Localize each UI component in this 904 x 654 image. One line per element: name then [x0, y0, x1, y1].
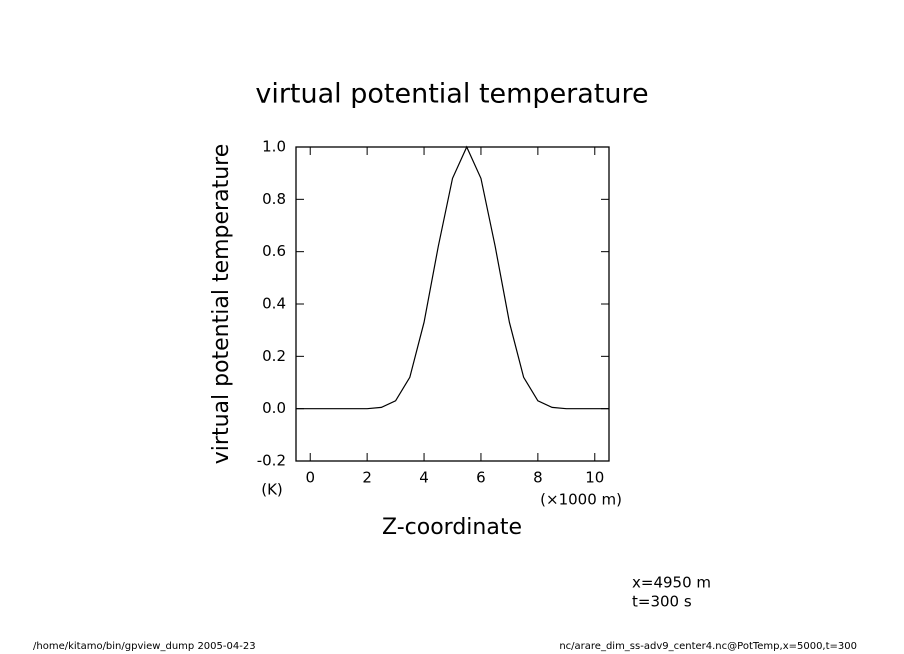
plot-frame: [295, 146, 610, 462]
annotation: t=300 s: [632, 593, 692, 611]
x-tick-label: 4: [419, 469, 429, 487]
footer: nc/arare_dim_ss-adv9_center4.nc@PotTemp,…: [559, 641, 857, 652]
chart-title: virtual potential temperature: [255, 79, 648, 110]
x-tick-label: 10: [585, 469, 604, 487]
y-tick-label: 0.4: [262, 295, 286, 313]
x-axis-label: Z-coordinate: [382, 515, 522, 540]
y-tick-label: 0.6: [262, 242, 286, 260]
y-tick-label: 0.0: [262, 399, 286, 417]
x-tick-label: 0: [305, 469, 315, 487]
x-unit: (×1000 m): [540, 491, 622, 509]
y-tick-label: 0.2: [262, 347, 286, 365]
y-tick-label: 1.0: [262, 138, 286, 156]
x-tick-label: 6: [476, 469, 486, 487]
annotation: x=4950 m: [632, 574, 711, 592]
x-tick-label: 8: [533, 469, 543, 487]
x-tick-label: 2: [362, 469, 372, 487]
y-tick-label: -0.2: [257, 452, 286, 470]
y-unit: (K): [261, 481, 283, 499]
footer: /home/kitamo/bin/gpview_dump 2005-04-23: [33, 641, 256, 652]
line: [296, 145, 609, 410]
y-tick-label: 0.8: [262, 190, 286, 208]
y-axis-label: virtual potential temperature: [209, 144, 234, 464]
